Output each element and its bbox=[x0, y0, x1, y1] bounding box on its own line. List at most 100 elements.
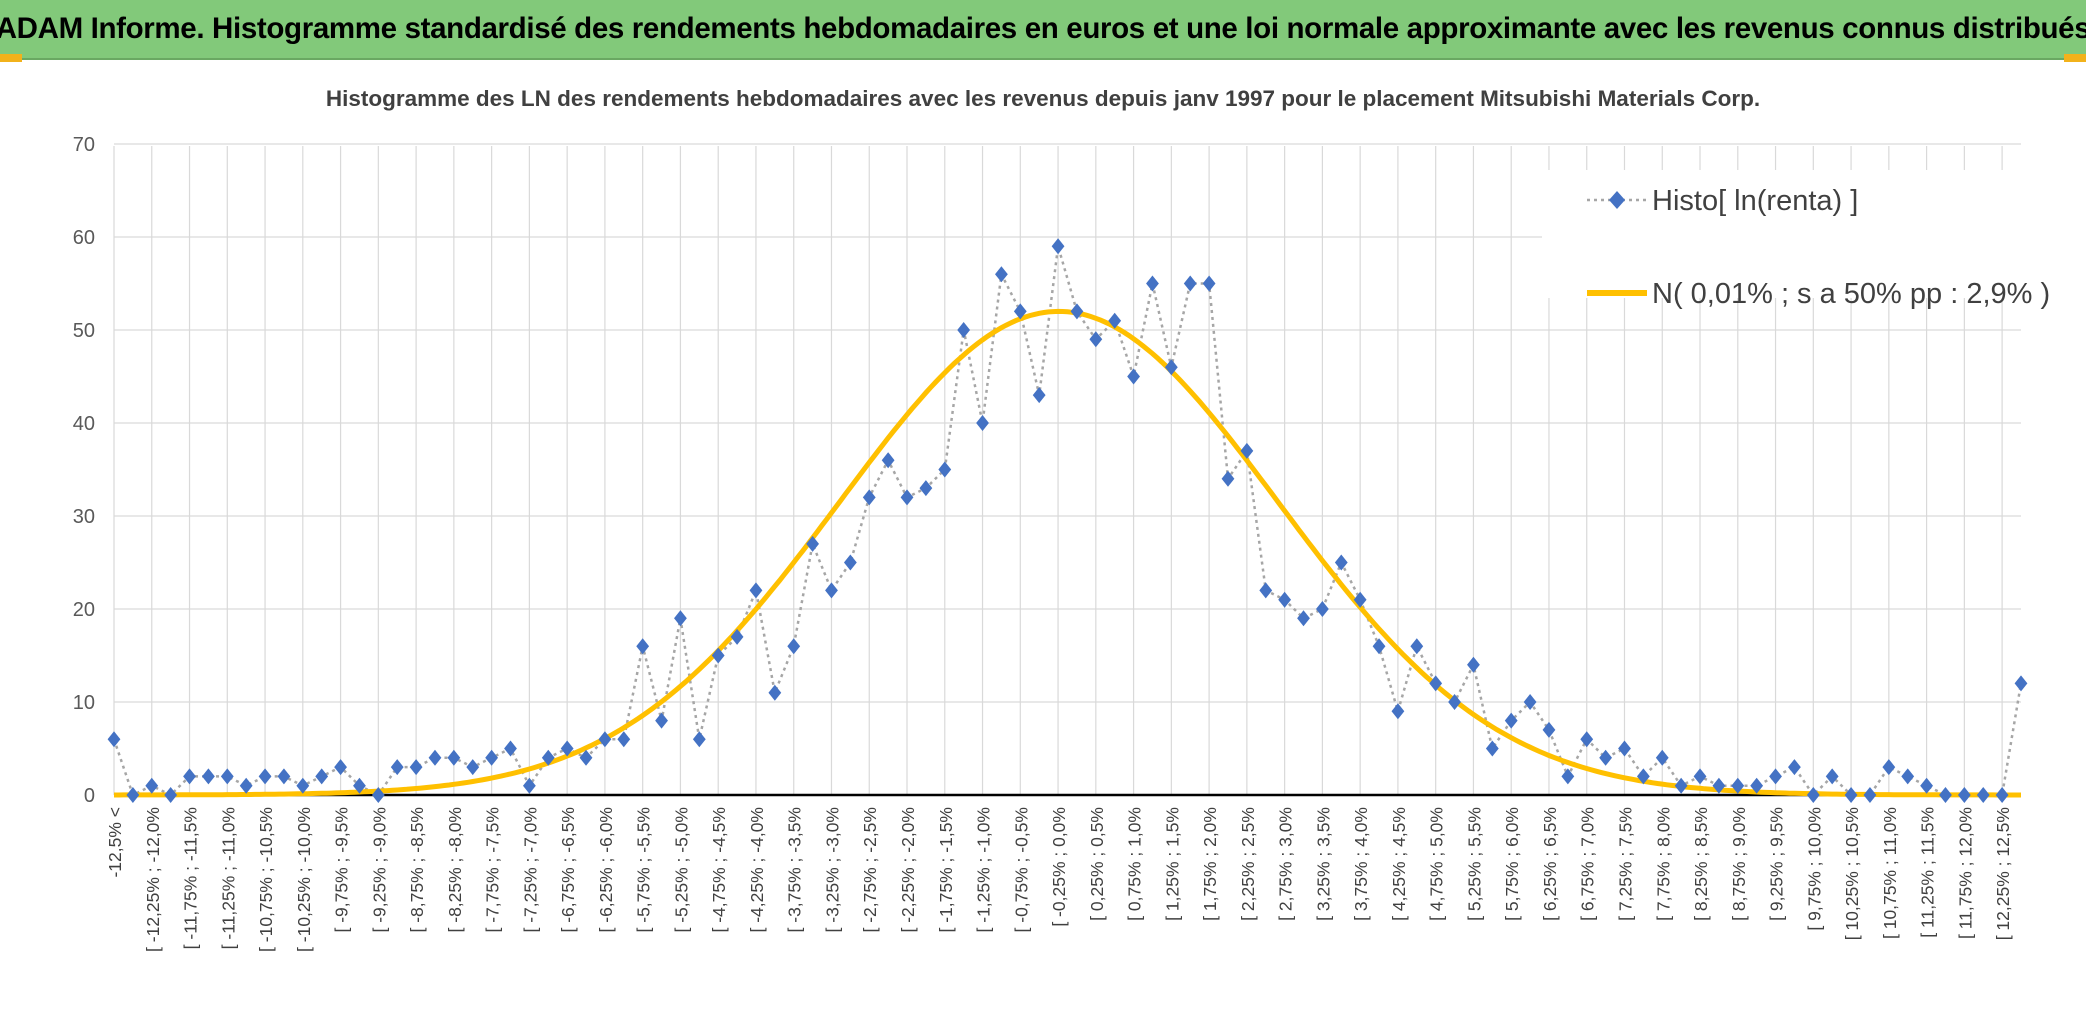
y-tick-label: 30 bbox=[73, 506, 95, 528]
chart-area: 0 10 20 30 40 50 60 70 -12,5% < [ -12,25% ; -12,… bbox=[0, 60, 2086, 1032]
histo-point bbox=[1882, 759, 1896, 776]
histo-series-line bbox=[112, 245, 2023, 797]
x-tick-label: [ 1,75% ; 2,0% bbox=[1200, 807, 1220, 921]
histo-point bbox=[919, 480, 933, 497]
histo-point bbox=[900, 489, 914, 506]
histo-point bbox=[1750, 777, 1764, 794]
histo-point bbox=[768, 684, 782, 701]
x-tick-label: [ 10,75% ; 11,0% bbox=[1880, 807, 1900, 939]
histo-point bbox=[730, 628, 744, 645]
histo-point bbox=[428, 749, 442, 766]
x-tick-label: [ 3,75% ; 4,0% bbox=[1351, 807, 1371, 921]
x-tick-label: [ 12,25% ; 12,5% bbox=[1993, 807, 2013, 940]
histo-point bbox=[1523, 694, 1537, 710]
histo-point bbox=[862, 489, 876, 506]
histo-point bbox=[296, 777, 310, 794]
histo-point bbox=[1712, 777, 1726, 794]
x-tick-label: [ -9,75% ; -9,5% bbox=[332, 807, 352, 932]
x-tick-label: [ -10,25% ; -10,0% bbox=[294, 807, 314, 952]
histo-point bbox=[2014, 675, 2028, 692]
x-tick-label: [ -5,75% ; -5,5% bbox=[634, 807, 654, 932]
histo-point bbox=[1240, 442, 1254, 459]
legend-background bbox=[1542, 170, 2064, 298]
histo-point bbox=[1202, 275, 1216, 292]
normal-curve-line bbox=[114, 308, 2021, 798]
histo-point bbox=[1618, 740, 1631, 757]
histo-point bbox=[107, 731, 121, 748]
histo-point bbox=[1032, 387, 1046, 404]
histo-point bbox=[938, 461, 952, 478]
y-tick-label: 50 bbox=[73, 320, 95, 342]
histo-point bbox=[995, 266, 1008, 283]
histo-point bbox=[1825, 768, 1839, 785]
x-tick-label: [ -3,25% ; -3,0% bbox=[822, 807, 842, 932]
x-tick-label: [ 0,25% ; 0,5% bbox=[1087, 807, 1107, 921]
x-tick-label: [ 6,25% ; 6,5% bbox=[1540, 807, 1560, 921]
histo-point bbox=[1070, 303, 1084, 320]
x-tick-label: [ 11,25% ; 11,5% bbox=[1918, 807, 1938, 938]
histo-point bbox=[1920, 777, 1933, 794]
x-tick-label: [ -9,25% ; -9,0% bbox=[369, 807, 389, 932]
banner-title: ADAM Informe. Histogramme standardisé de… bbox=[0, 12, 2086, 45]
x-tick-label: [ -3,75% ; -3,5% bbox=[785, 807, 805, 932]
histo-point bbox=[843, 554, 857, 571]
histo-point bbox=[579, 749, 593, 766]
x-tick-label: [ 5,25% ; 5,5% bbox=[1464, 807, 1484, 921]
histo-point bbox=[447, 749, 461, 766]
histo-point bbox=[1485, 740, 1499, 757]
histo-point bbox=[1788, 759, 1801, 776]
histo-point bbox=[277, 768, 291, 785]
histo-point bbox=[1146, 275, 1159, 292]
histo-point bbox=[466, 759, 480, 776]
histo-point bbox=[1693, 768, 1707, 785]
histo-point bbox=[1939, 787, 1952, 803]
histo-point bbox=[353, 777, 366, 794]
banner: ADAM Informe. Histogramme standardisé de… bbox=[0, 0, 2086, 60]
histo-point bbox=[1655, 749, 1669, 766]
histo-point bbox=[711, 647, 725, 664]
histo-series-markers bbox=[107, 238, 2028, 803]
y-tick-label: 0 bbox=[84, 785, 95, 807]
x-tick-label: [ 3,25% ; 3,5% bbox=[1313, 807, 1333, 921]
x-tick-label: [ -10,75% ; -10,5% bbox=[256, 807, 276, 952]
histo-point bbox=[1769, 768, 1782, 785]
x-tick-label: [ 8,25% ; 8,5% bbox=[1691, 807, 1711, 921]
histo-point bbox=[145, 777, 159, 794]
x-tick-label: [ 5,75% ; 6,0% bbox=[1502, 807, 1522, 921]
x-tick-label: [ -1,75% ; -1,5% bbox=[936, 807, 956, 932]
histo-point bbox=[1429, 675, 1443, 692]
histo-point bbox=[1315, 601, 1329, 617]
histo-point bbox=[1259, 582, 1273, 599]
x-tick-label: [ -1,25% ; -1,0% bbox=[974, 807, 994, 932]
legend: Histo[ ln(renta) ] N( 0,01% ; s a 50% pp… bbox=[1542, 170, 2064, 310]
x-tick-label: [ 8,75% ; 9,0% bbox=[1729, 807, 1749, 921]
x-tick-label: [ -6,25% ; -6,0% bbox=[596, 807, 616, 932]
histo-point bbox=[1901, 768, 1915, 785]
histo-point bbox=[787, 638, 801, 655]
x-tick-label: [ -0,25% ; 0,0% bbox=[1049, 807, 1069, 927]
x-tick-label: [ -4,25% ; -4,0% bbox=[747, 807, 767, 932]
histo-point bbox=[164, 787, 178, 803]
histo-point bbox=[504, 740, 517, 757]
histo-point bbox=[1278, 591, 1292, 608]
histo-point bbox=[390, 759, 404, 776]
x-tick-label: [ -7,25% ; -7,0% bbox=[520, 807, 540, 932]
x-tick-label: [ 4,25% ; 4,5% bbox=[1389, 807, 1409, 921]
corner-accent-right bbox=[2064, 54, 2086, 62]
legend-histo-label: Histo[ ln(renta) ] bbox=[1652, 185, 1858, 217]
histo-point bbox=[976, 415, 989, 431]
histo-point bbox=[1636, 768, 1650, 785]
x-tick-label: [ 7,75% ; 8,0% bbox=[1653, 807, 1673, 921]
histo-point bbox=[334, 759, 347, 776]
x-tick-label: [ -8,75% ; -8,5% bbox=[407, 807, 427, 932]
x-tick-label: [ 11,75% ; 12,0% bbox=[1955, 807, 1975, 939]
chart-title: Histogramme des LN des rendements hebdom… bbox=[326, 86, 1760, 111]
histo-point bbox=[692, 731, 706, 748]
x-tick-label: [ -11,75% ; -11,5% bbox=[181, 807, 201, 949]
histo-point bbox=[598, 731, 612, 748]
histo-point bbox=[1297, 610, 1310, 627]
histo-point bbox=[1353, 591, 1367, 608]
x-tick-label: [ 6,75% ; 7,0% bbox=[1578, 807, 1598, 921]
histo-point bbox=[485, 749, 499, 766]
histo-point bbox=[1391, 703, 1405, 720]
